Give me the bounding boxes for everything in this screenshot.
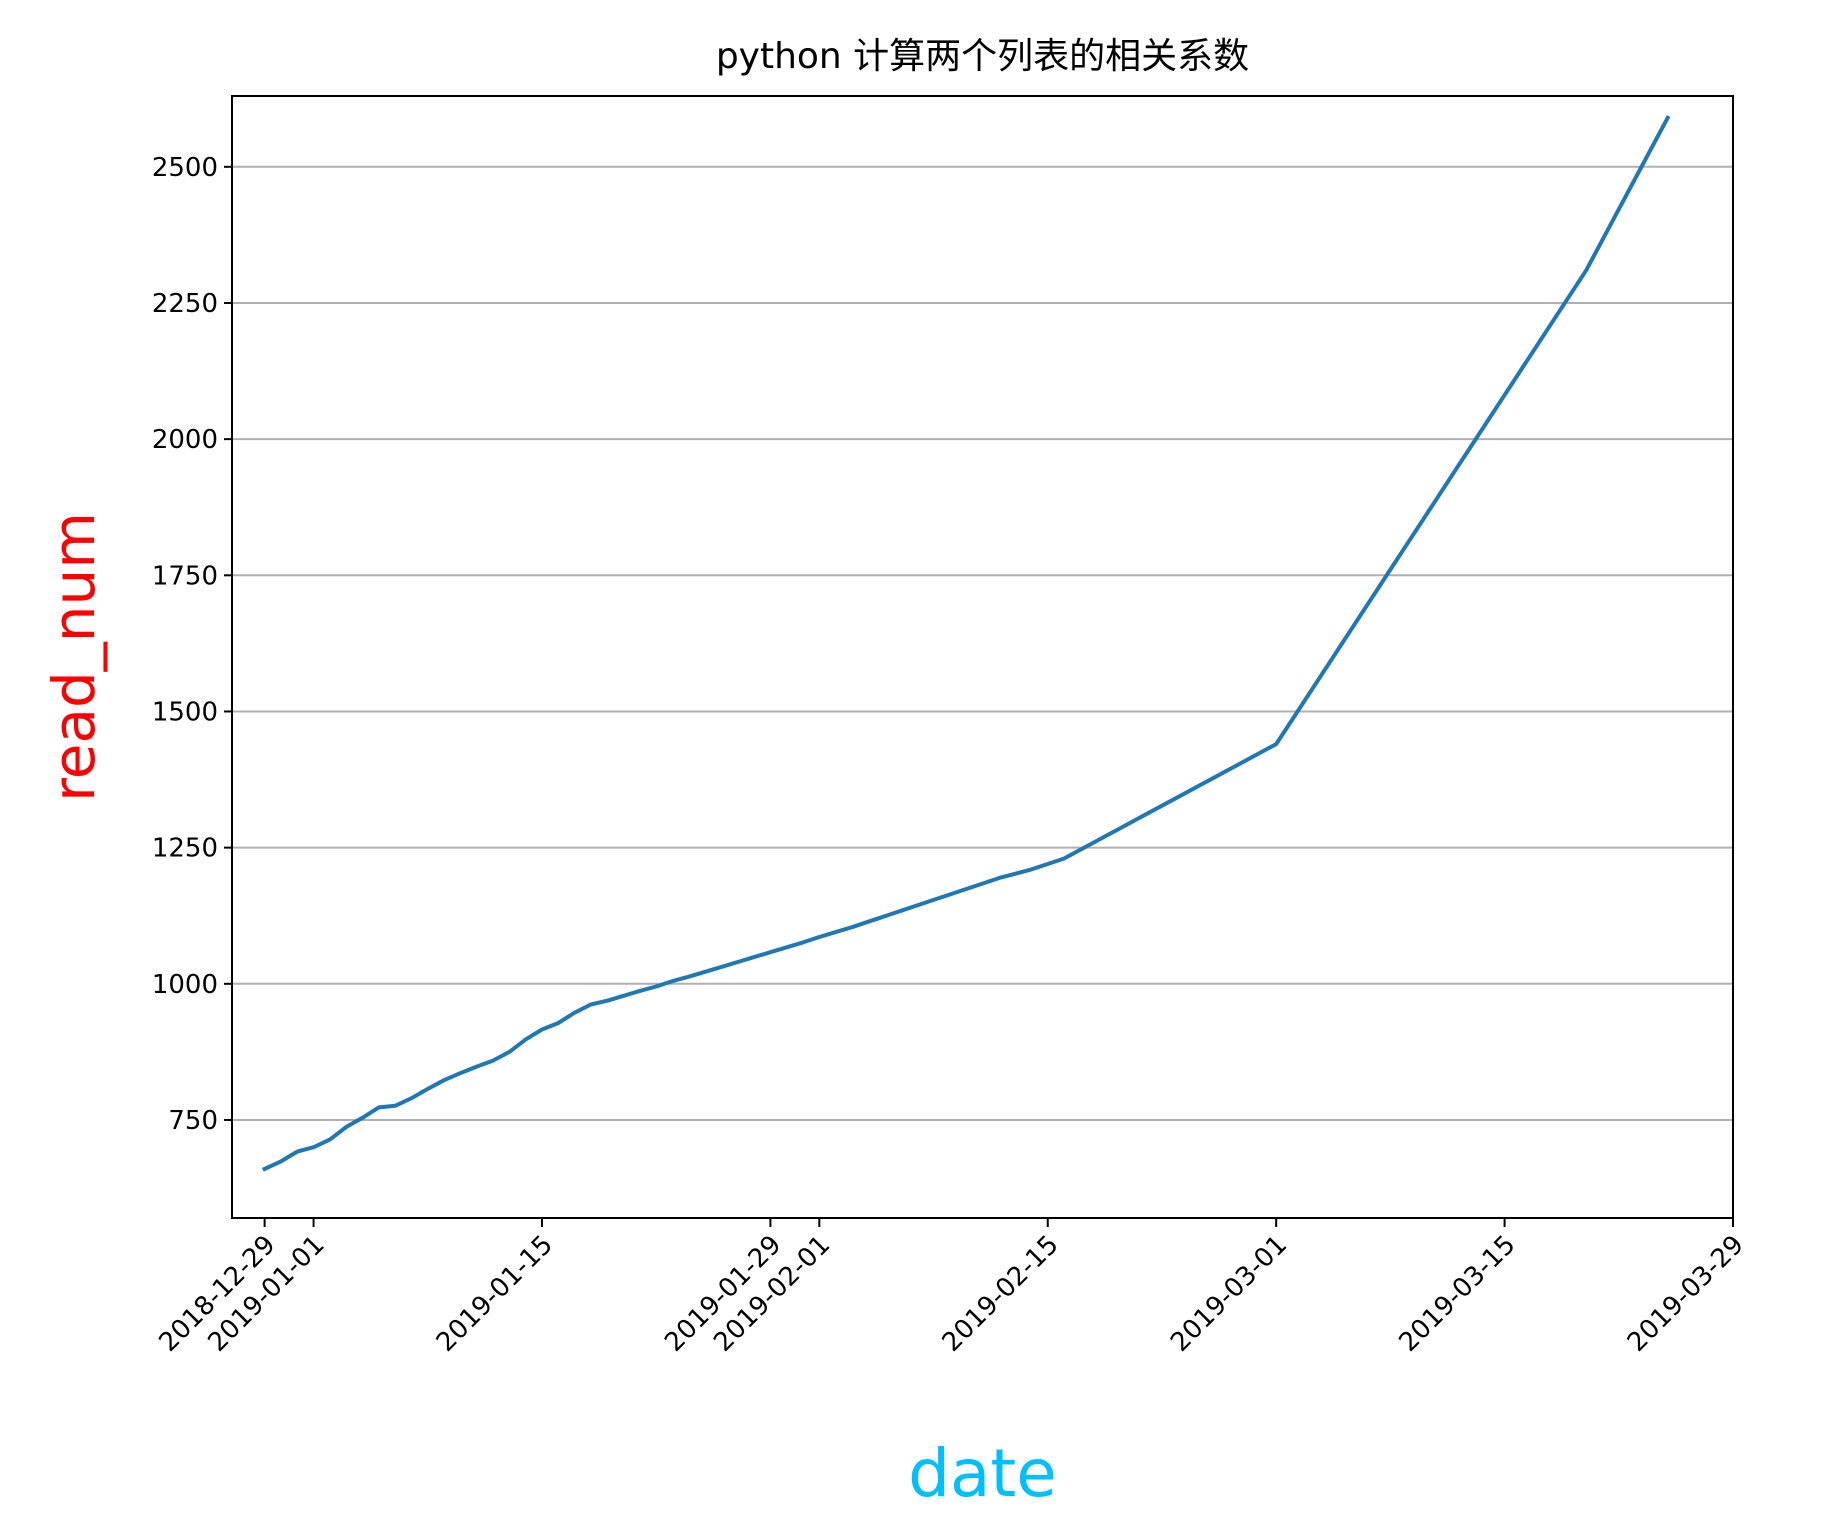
y-tick-label: 2000	[152, 425, 218, 455]
chart-title: python 计算两个列表的相关系数	[716, 36, 1249, 77]
y-tick-label: 750	[168, 1106, 218, 1136]
y-axis-label: read_num	[40, 512, 108, 802]
y-axis: 750 1000 1250 1500 1750 2000 2250 2500	[152, 153, 232, 1136]
y-tick-label: 1000	[152, 970, 218, 1000]
x-axis-label: date	[908, 1435, 1057, 1512]
y-tick-label: 1750	[152, 561, 218, 591]
series-layer	[261, 115, 1671, 1172]
plot-frame	[231, 95, 1734, 1219]
y-tick-label: 1250	[152, 834, 218, 864]
series-line	[261, 115, 1671, 1172]
grid-lines	[232, 165, 1733, 1121]
y-tick-label: 2500	[152, 153, 218, 183]
y-tick-label: 2250	[152, 289, 218, 319]
y-tick-label: 1500	[152, 697, 218, 727]
